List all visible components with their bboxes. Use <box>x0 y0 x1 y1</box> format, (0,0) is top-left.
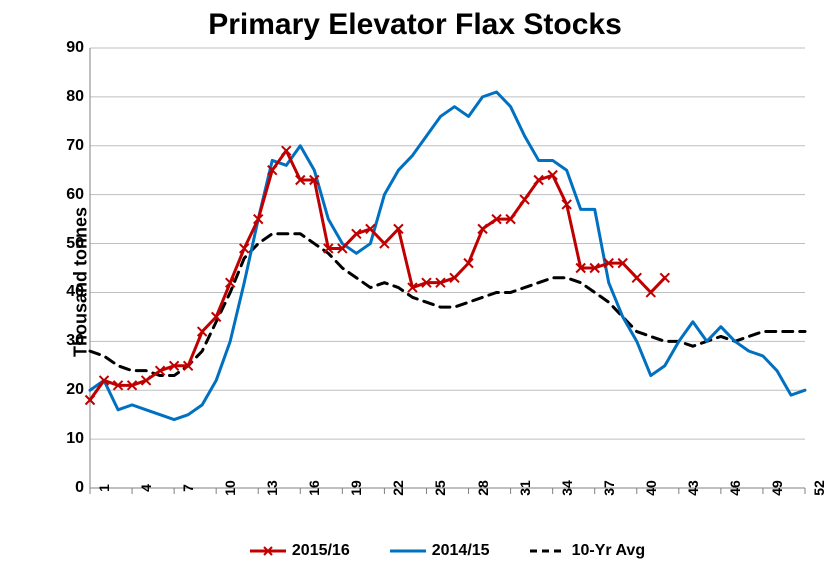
legend-label-10yr: 10-Yr Avg <box>572 542 646 560</box>
legend-label-2015-16: 2015/16 <box>292 542 350 560</box>
x-tick-label: 22 <box>384 480 406 496</box>
series-line-10-Yr Avg <box>90 234 805 376</box>
y-tick-label: 80 <box>44 88 90 106</box>
x-tick-label: 43 <box>679 480 701 496</box>
plot-area: 0102030405060708090 14710131619222528313… <box>90 48 805 488</box>
x-tick-label: 4 <box>132 484 154 492</box>
x-tick-label: 7 <box>174 484 196 492</box>
chart-container: Primary Elevator Flax Stocks Thousand to… <box>0 0 830 564</box>
series-marker <box>660 273 669 282</box>
series-line-2014/15 <box>90 92 805 420</box>
y-tick-label: 60 <box>44 186 90 204</box>
legend-item-2014-15: 2014/15 <box>390 542 490 560</box>
gridlines <box>90 48 805 488</box>
x-tick-label: 37 <box>595 480 617 496</box>
y-tick-label: 10 <box>44 430 90 448</box>
legend-swatch-2015-16 <box>250 542 286 560</box>
chart-title: Primary Elevator Flax Stocks <box>0 8 830 42</box>
legend-label-2014-15: 2014/15 <box>432 542 490 560</box>
x-tick-label: 1 <box>90 484 112 492</box>
legend: 2015/16 2014/15 10-Yr Avg <box>90 542 805 560</box>
series-group <box>86 92 806 420</box>
axes <box>90 48 805 494</box>
x-tick-label: 40 <box>637 480 659 496</box>
x-tick-label: 13 <box>258 480 280 496</box>
y-tick-label: 20 <box>44 381 90 399</box>
y-tick-label: 50 <box>44 235 90 253</box>
series-marker <box>632 273 641 282</box>
x-tick-label: 52 <box>805 480 827 496</box>
legend-swatch-2014-15 <box>390 542 426 560</box>
x-tick-label: 10 <box>216 480 238 496</box>
y-tick-label: 70 <box>44 137 90 155</box>
y-tick-label: 0 <box>44 479 90 497</box>
x-tick-label: 31 <box>511 480 533 496</box>
x-tick-label: 28 <box>469 480 491 496</box>
y-tick-label: 30 <box>44 332 90 350</box>
series-marker <box>520 195 529 204</box>
x-tick-label: 16 <box>300 480 322 496</box>
y-tick-label: 90 <box>44 39 90 57</box>
x-tick-label: 34 <box>553 480 575 496</box>
y-tick-label: 40 <box>44 283 90 301</box>
legend-swatch-10yr <box>530 542 566 560</box>
x-tick-label: 49 <box>763 480 785 496</box>
legend-item-10yr: 10-Yr Avg <box>530 542 646 560</box>
x-tick-label: 46 <box>721 480 743 496</box>
x-tick-label: 19 <box>342 480 364 496</box>
x-tick-label: 25 <box>426 480 448 496</box>
plot-svg <box>90 48 805 488</box>
legend-item-2015-16: 2015/16 <box>250 542 350 560</box>
